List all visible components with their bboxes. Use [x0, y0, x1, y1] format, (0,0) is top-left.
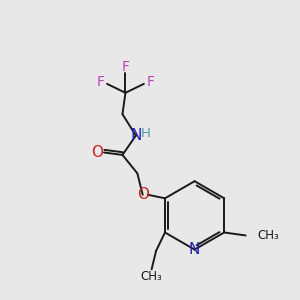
- Text: O: O: [92, 145, 104, 160]
- Text: F: F: [122, 60, 130, 74]
- Text: H: H: [140, 127, 150, 140]
- Text: O: O: [137, 187, 149, 202]
- Text: F: F: [97, 75, 104, 89]
- Text: F: F: [146, 75, 154, 89]
- Text: N: N: [130, 128, 142, 143]
- Text: N: N: [189, 242, 200, 257]
- Text: CH₃: CH₃: [141, 270, 163, 283]
- Text: CH₃: CH₃: [257, 229, 279, 242]
